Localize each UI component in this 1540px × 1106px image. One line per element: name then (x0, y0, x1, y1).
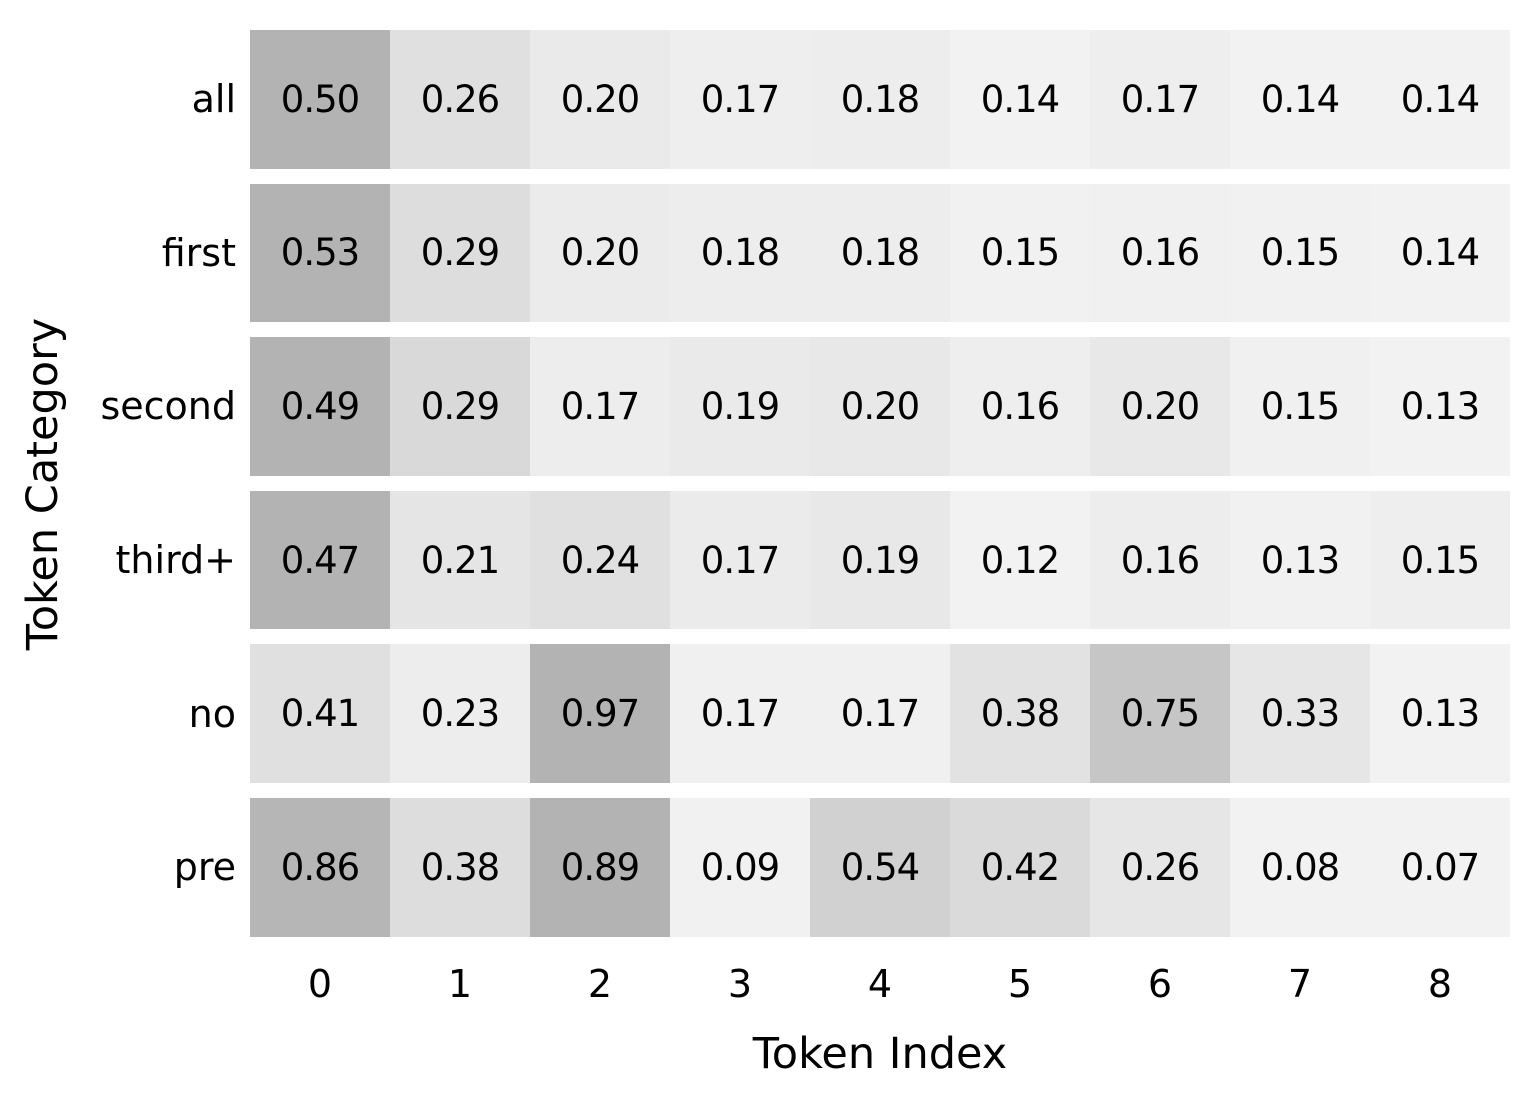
heatmap-cell: 0.19 (670, 337, 810, 476)
heatmap-cell: 0.38 (950, 644, 1090, 783)
heatmap-cell: 0.14 (1370, 183, 1510, 323)
heatmap-cell: 0.17 (670, 490, 810, 630)
y-tick-label: first (161, 230, 236, 275)
heatmap-cell: 0.53 (250, 183, 390, 323)
heatmap-cell: 0.16 (1090, 490, 1230, 630)
heatmap-cell: 0.07 (1370, 798, 1510, 937)
heatmap-cell: 0.15 (950, 183, 1090, 323)
heatmap-cell: 0.26 (390, 30, 530, 169)
heatmap-cell: 0.29 (390, 183, 530, 323)
x-tick-label: 6 (1147, 962, 1173, 1006)
y-tick-label: all (191, 77, 236, 122)
heatmap-cell: 0.29 (390, 337, 530, 476)
heatmap-row: third+ 0.47 0.21 0.24 0.17 0.19 0.12 0.16 0.13 0.… (116, 490, 1510, 630)
x-tick-label: 1 (447, 962, 473, 1006)
x-tick-label: 0 (307, 962, 333, 1006)
heatmap-cell: 0.50 (250, 30, 390, 169)
heatmap-row: first 0.53 0.29 0.20 0.18 0.18 0.15 0.16 0.15 0.1… (162, 183, 1510, 323)
heatmap-cell: 0.20 (530, 183, 670, 323)
y-tick-label: no (188, 691, 236, 736)
heatmap-row: pre 0.86 0.38 0.89 0.09 0.54 0.42 0.26 0.08 0.07 (174, 798, 1510, 937)
x-tick-label: 7 (1287, 962, 1313, 1006)
x-tick-label: 5 (1007, 962, 1033, 1006)
heatmap-cell: 0.20 (1090, 337, 1230, 476)
heatmap-cell: 0.15 (1370, 490, 1510, 630)
heatmap-row: no 0.41 0.23 0.97 0.17 0.17 0.38 0.75 0.33 0.13 (189, 644, 1510, 783)
heatmap-cell: 0.86 (250, 798, 390, 937)
heatmap-cell: 0.14 (950, 30, 1090, 169)
heatmap-cell: 0.97 (530, 644, 670, 783)
heatmap-cell: 0.17 (1090, 30, 1230, 169)
heatmap-cell: 0.13 (1370, 337, 1510, 476)
heatmap-cell: 0.54 (810, 798, 950, 937)
heatmap-row: all 0.50 0.26 0.20 0.17 0.18 0.14 0.17 0.14 0.14 (192, 30, 1510, 169)
heatmap-plot: all 0.50 0.26 0.20 0.17 0.18 0.14 0.17 0.14 0.14 f… (100, 30, 1510, 938)
heatmap-cell: 0.12 (950, 490, 1090, 630)
heatmap-cell: 0.15 (1230, 183, 1370, 323)
heatmap-cell: 0.17 (810, 644, 950, 783)
y-tick-label: third+ (115, 538, 236, 583)
heatmap-cell: 0.38 (390, 798, 530, 937)
heatmap-cell: 0.17 (670, 644, 810, 783)
x-tick-label: 8 (1427, 962, 1453, 1006)
x-tick-label: 4 (867, 962, 893, 1006)
y-tick-label: pre (173, 845, 236, 890)
x-tick-label: 3 (727, 962, 753, 1006)
heatmap-cell: 0.49 (250, 337, 390, 476)
x-axis-ticks: 0 1 2 3 4 5 6 7 8 (250, 958, 1510, 1010)
heatmap-cell: 0.18 (810, 183, 950, 323)
heatmap-cell: 0.21 (390, 490, 530, 630)
heatmap-cell: 0.42 (950, 798, 1090, 937)
heatmap-cell: 0.18 (810, 30, 950, 169)
heatmap-cell: 0.18 (670, 183, 810, 323)
heatmap-cell: 0.17 (670, 30, 810, 169)
heatmap-cell: 0.13 (1230, 490, 1370, 630)
heatmap-cell: 0.16 (950, 337, 1090, 476)
heatmap-cell: 0.24 (530, 490, 670, 630)
heatmap-cell: 0.41 (250, 644, 390, 783)
heatmap-cell: 0.14 (1230, 30, 1370, 169)
heatmap-cell: 0.08 (1230, 798, 1370, 937)
heatmap-cell: 0.23 (390, 644, 530, 783)
heatmap-row: second 0.49 0.29 0.17 0.19 0.20 0.16 0.20 0.15 0.… (100, 337, 1510, 476)
heatmap-cell: 0.26 (1090, 798, 1230, 937)
heatmap-cell: 0.15 (1230, 337, 1370, 476)
heatmap-cell: 0.16 (1090, 183, 1230, 323)
x-tick-label: 2 (587, 962, 613, 1006)
heatmap-cell: 0.20 (810, 337, 950, 476)
heatmap-cell: 0.47 (250, 490, 390, 630)
x-axis-title: Token Index (752, 1029, 1008, 1079)
heatmap-cell: 0.14 (1370, 30, 1510, 169)
heatmap-cell: 0.20 (530, 30, 670, 169)
heatmap-cell: 0.75 (1090, 644, 1230, 783)
heatmap-cell: 0.09 (670, 798, 810, 937)
heatmap-cell: 0.89 (530, 798, 670, 937)
heatmap-cell: 0.17 (530, 337, 670, 476)
y-tick-label: second (100, 384, 236, 429)
heatmap-cell: 0.19 (810, 490, 950, 630)
heatmap-cell: 0.13 (1370, 644, 1510, 783)
heatmap-cell: 0.33 (1230, 644, 1370, 783)
